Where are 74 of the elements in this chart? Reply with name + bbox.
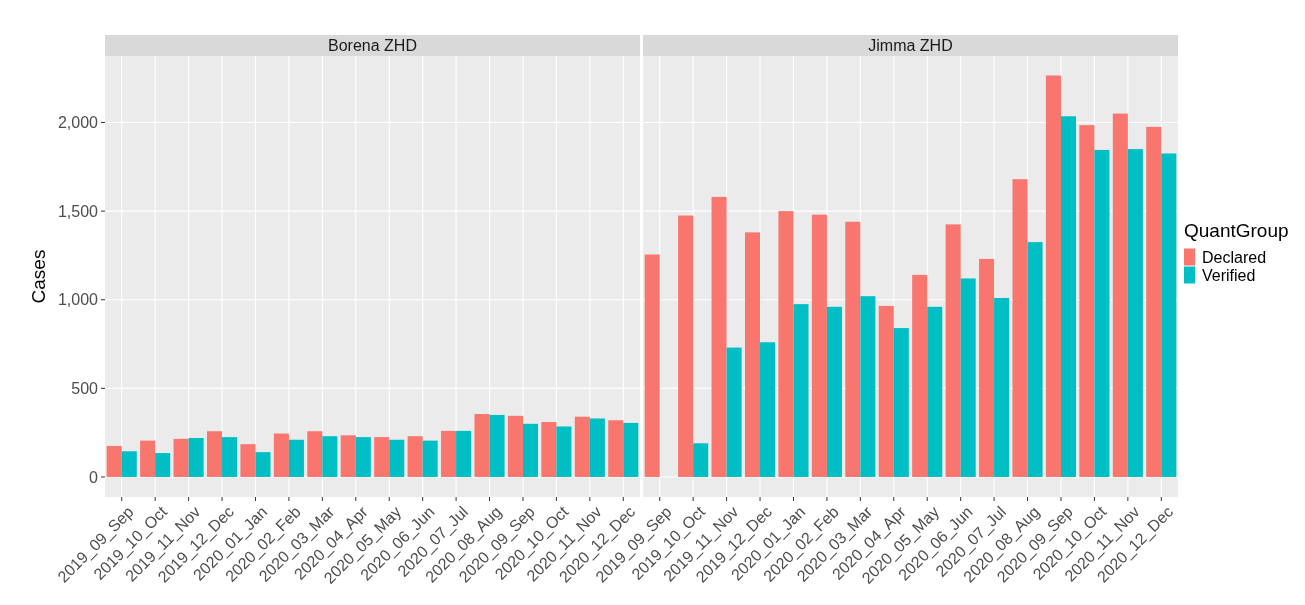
bar [760, 342, 776, 477]
y-tick-label: 1,000 [57, 291, 99, 309]
bar [1027, 242, 1043, 477]
bar [1079, 125, 1095, 477]
bar [140, 440, 156, 477]
bar [474, 414, 490, 477]
bar [726, 347, 742, 477]
y-axis-title: Cases [28, 249, 49, 304]
bar [255, 452, 271, 477]
legend-title: QuantGroup [1184, 219, 1289, 241]
bar [826, 306, 842, 477]
bar [556, 426, 572, 477]
bar [793, 304, 809, 477]
bar [273, 433, 289, 477]
bar [389, 439, 405, 477]
bar [240, 444, 256, 477]
bar [441, 430, 457, 477]
bar [778, 211, 794, 477]
bar [1161, 153, 1177, 477]
bar [222, 437, 238, 477]
bar [927, 306, 943, 477]
bar [355, 437, 371, 477]
bar [1012, 179, 1028, 477]
bar [1112, 113, 1128, 477]
bar [608, 420, 624, 477]
bar [374, 437, 390, 477]
chart-title: Borena ZHD [328, 37, 417, 54]
bar [945, 224, 961, 477]
bar [811, 214, 827, 477]
bar [893, 328, 909, 477]
legend-label: Declared [1202, 249, 1267, 267]
bar [1146, 126, 1162, 477]
bar [678, 215, 694, 477]
y-tick-label: 0 [89, 468, 99, 486]
bar [960, 278, 976, 477]
bar [744, 232, 761, 477]
bar [155, 453, 171, 477]
bar [878, 305, 894, 477]
bar [507, 415, 523, 477]
y-tick-label: 1,500 [57, 202, 99, 220]
bar [522, 423, 539, 477]
bar [845, 221, 861, 477]
bar [422, 440, 438, 477]
bar [1094, 149, 1110, 477]
bar [1060, 116, 1077, 477]
legend-label: Verified [1202, 267, 1256, 285]
bar [541, 422, 557, 477]
bar [979, 258, 995, 477]
bar [340, 435, 356, 477]
bar [912, 274, 928, 477]
bar [644, 254, 660, 477]
bar [623, 422, 639, 477]
bar [456, 430, 472, 477]
bar [589, 418, 605, 477]
bar [994, 297, 1010, 477]
bar [106, 445, 122, 477]
y-tick-label: 500 [71, 379, 99, 397]
bar [121, 451, 137, 477]
bar [1045, 75, 1061, 477]
chart-title: Jimma ZHD [868, 37, 953, 54]
bar [173, 438, 189, 477]
bar [407, 436, 423, 477]
bar [188, 437, 204, 477]
bar [288, 439, 304, 477]
y-tick-label: 2,000 [57, 114, 99, 132]
bar [693, 443, 709, 477]
bar [307, 431, 323, 477]
bar [574, 416, 590, 477]
bar [206, 431, 223, 477]
bar [860, 296, 876, 477]
bar [322, 436, 338, 477]
bar [489, 414, 505, 477]
bar [711, 196, 727, 477]
bar [1127, 149, 1143, 477]
